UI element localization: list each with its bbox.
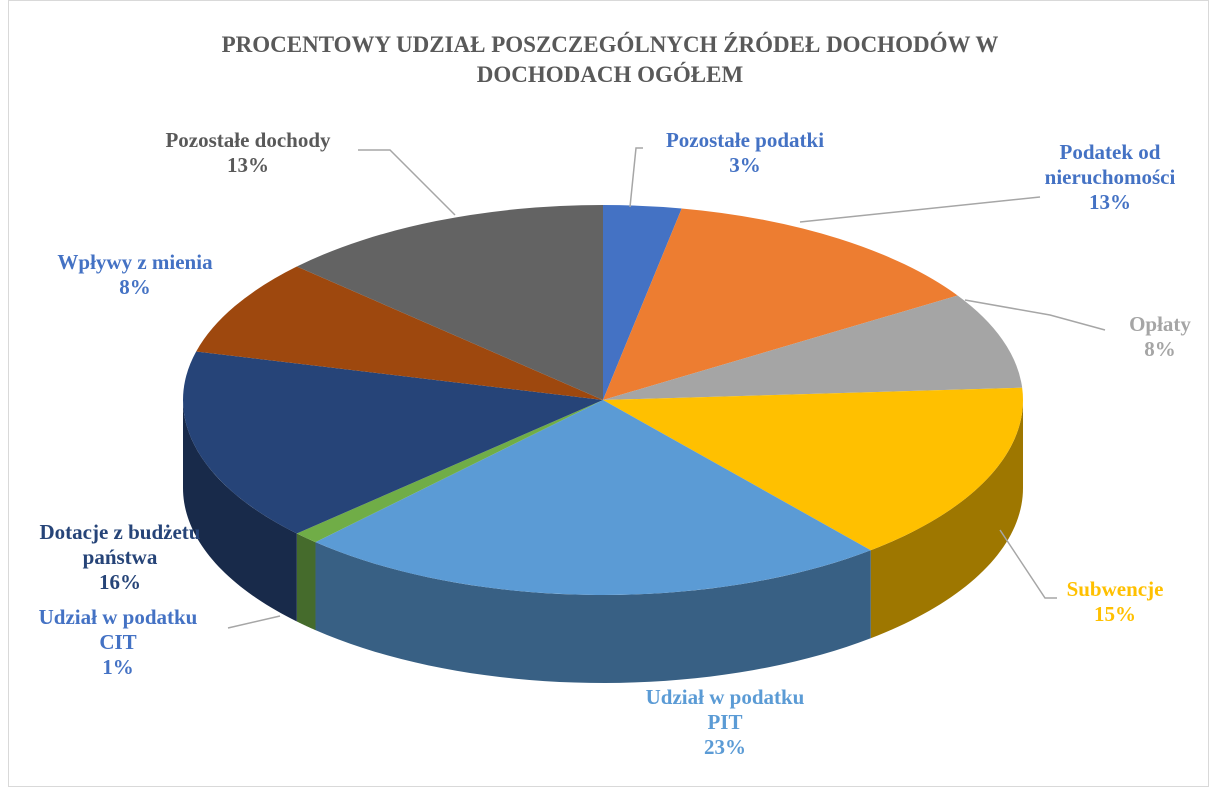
- label-value: 16%: [99, 570, 141, 594]
- label-value: 13%: [1089, 190, 1131, 214]
- label-name: Subwencje: [1066, 577, 1164, 601]
- slice-side: [296, 533, 316, 631]
- slice-side: [183, 400, 297, 622]
- data-label: Subwencje 15%: [1045, 577, 1185, 627]
- label-name: Wpływy z mienia: [57, 250, 213, 274]
- slice: [183, 351, 603, 534]
- slice-side: [315, 542, 871, 683]
- slice-side: [870, 400, 1023, 639]
- label-value: 8%: [119, 275, 151, 299]
- label-value: 1%: [102, 655, 134, 679]
- leader-line: [227, 615, 281, 629]
- slice: [603, 295, 1023, 400]
- leader-line: [964, 299, 1106, 331]
- slice: [196, 266, 603, 400]
- data-label: Pozostałe dochody 13%: [123, 128, 373, 178]
- label-name: Opłaty: [1129, 312, 1191, 336]
- slice: [315, 400, 871, 596]
- label-name: Udział w podatku PIT: [645, 685, 805, 734]
- data-label: Pozostałe podatki 3%: [635, 128, 855, 178]
- slice: [296, 400, 603, 543]
- label-value: 3%: [729, 153, 761, 177]
- label-name: Dotacje z budżetu państwa: [39, 520, 201, 569]
- label-name: Pozostałe dochody: [165, 128, 331, 152]
- leader-line: [358, 149, 456, 216]
- data-label: Wpływy z mienia 8%: [15, 250, 255, 300]
- slice: [603, 205, 682, 400]
- label-value: 23%: [704, 735, 746, 759]
- leader-line: [629, 147, 643, 208]
- leader-line: [999, 529, 1057, 599]
- data-label: Dotacje z budżetu państwa 16%: [15, 520, 225, 595]
- label-value: 15%: [1094, 602, 1136, 626]
- label-value: 13%: [227, 153, 269, 177]
- label-name: Pozostałe podatki: [665, 128, 825, 152]
- chart-title: PROCENTOWY UDZIAŁ POSZCZEGÓLNYCH ŹRÓDEŁ …: [221, 32, 999, 87]
- label-name: Podatek od nieruchomości: [1044, 140, 1176, 189]
- data-label: Podatek od nieruchomości 13%: [1030, 140, 1190, 215]
- label-value: 8%: [1144, 337, 1176, 361]
- data-label: Udział w podatku CIT 1%: [23, 605, 213, 680]
- leader-line: [799, 196, 1041, 223]
- slice: [296, 205, 603, 400]
- data-label: Opłaty 8%: [1100, 312, 1217, 362]
- slice: [603, 208, 958, 400]
- slice: [603, 387, 1023, 551]
- data-label: Udział w podatku PIT 23%: [630, 685, 820, 760]
- label-name: Udział w podatku CIT: [38, 605, 198, 654]
